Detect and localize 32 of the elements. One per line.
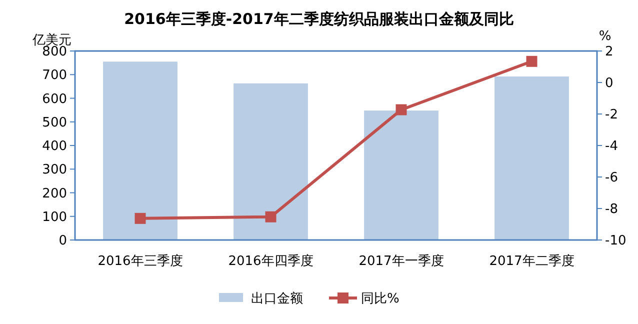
x-tick-label: 2017年一季度 [358,253,444,269]
y2-tick-label: -10 [605,234,626,249]
y2-tick-label: -6 [605,170,618,186]
bar [234,83,308,240]
y-tick-label: 200 [42,186,67,202]
y-tick-label: 400 [42,139,67,154]
y-tick-label: 800 [42,44,67,60]
point [134,212,146,224]
point [265,211,276,222]
x-tick-label: 2016年三季度 [98,253,183,269]
y2-tick-label: 2 [605,44,614,60]
point [526,56,538,67]
bar [103,62,178,240]
y-tick-label: 300 [42,162,67,178]
legend-label: 出口金额 [251,292,303,307]
y-tick-label: 100 [42,210,67,225]
x-tick-label: 2017年二季度 [489,253,574,269]
bar [364,110,438,240]
chart-title: 2016年三季度-2017年二季度纺织品服装出口金额及同比 [124,10,514,28]
y2-tick-label: -8 [605,202,618,218]
y-tick-label: 600 [42,92,67,107]
y-tick-label: 500 [42,115,67,130]
y2-tick-label: -2 [605,108,618,123]
y2-tick-label: -4 [605,139,618,154]
point [396,104,407,116]
x-tick-label: 2016年四季度 [228,253,314,269]
y2-axis-title: % [598,29,612,44]
y-tick-label: 0 [58,234,67,249]
bar [494,76,569,240]
y2-tick-label: 0 [605,76,614,92]
y-tick-label: 700 [42,68,67,84]
legend-label: 同比% [361,292,400,307]
